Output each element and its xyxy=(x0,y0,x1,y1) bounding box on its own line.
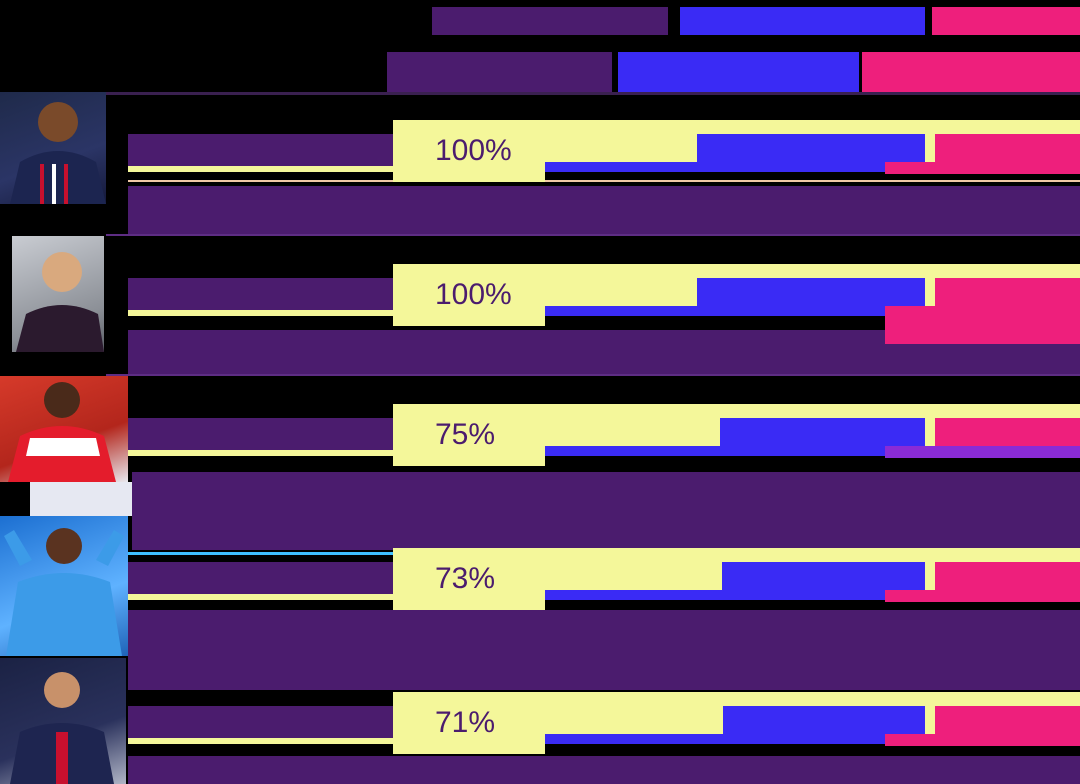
player-silhouette-icon xyxy=(10,102,106,204)
underline-blue xyxy=(545,734,885,744)
underline-pink xyxy=(885,162,1080,174)
player-name xyxy=(128,562,393,600)
player-name xyxy=(128,418,393,456)
player-silhouette-icon xyxy=(16,252,104,352)
bar-blue xyxy=(720,418,925,446)
player-silhouette-icon xyxy=(8,382,116,482)
row-divider-2 xyxy=(128,180,1080,182)
row-divider-5 xyxy=(128,552,393,555)
bar-blue xyxy=(723,706,925,734)
underline-pink xyxy=(885,446,1080,458)
player-photo-5 xyxy=(0,658,126,784)
underline-blue xyxy=(545,162,885,172)
underline-pink xyxy=(885,734,1080,746)
row-band-4 xyxy=(128,610,1080,690)
percent-value: 100% xyxy=(393,264,545,326)
row-band-3 xyxy=(132,472,1080,550)
row-band-1 xyxy=(128,186,1080,234)
percent-value: 71% xyxy=(393,692,545,754)
photo-gap-strip xyxy=(30,482,132,516)
header-blue-top xyxy=(680,7,925,35)
row-band-5 xyxy=(128,756,1080,784)
underline-blue xyxy=(545,446,885,456)
bar-pink xyxy=(935,562,1080,590)
player-name xyxy=(128,134,393,172)
underline-blue xyxy=(545,306,885,316)
underline-pink xyxy=(885,306,1080,344)
row-divider-3 xyxy=(106,234,1080,236)
bar-pink xyxy=(935,278,1080,306)
player-silhouette-icon xyxy=(4,528,124,656)
player-silhouette-icon xyxy=(10,672,114,784)
underline-blue xyxy=(545,590,885,600)
bar-pink xyxy=(935,134,1080,162)
bar-blue xyxy=(697,278,925,306)
player-photo-4 xyxy=(0,516,128,656)
underline-pink xyxy=(885,590,1080,602)
row-divider-1 xyxy=(106,92,1080,95)
header-pink-top xyxy=(932,7,1080,35)
percent-value: 100% xyxy=(393,120,545,182)
bar-pink xyxy=(935,706,1080,734)
player-photo-2 xyxy=(12,236,104,352)
header-purple-top xyxy=(432,7,668,35)
header-blue-bottom xyxy=(618,52,859,94)
player-name xyxy=(128,706,393,744)
bar-blue xyxy=(722,562,925,590)
percent-value: 73% xyxy=(393,548,545,610)
percent-value: 75% xyxy=(393,404,545,466)
row-divider-4 xyxy=(106,374,1080,376)
bar-pink xyxy=(935,418,1080,446)
player-photo-3 xyxy=(0,376,128,482)
header-purple-bottom xyxy=(387,52,612,94)
header-pink-bottom xyxy=(862,52,1080,94)
player-photo-1 xyxy=(0,92,106,204)
player-name xyxy=(128,278,393,316)
bar-blue xyxy=(697,134,925,162)
